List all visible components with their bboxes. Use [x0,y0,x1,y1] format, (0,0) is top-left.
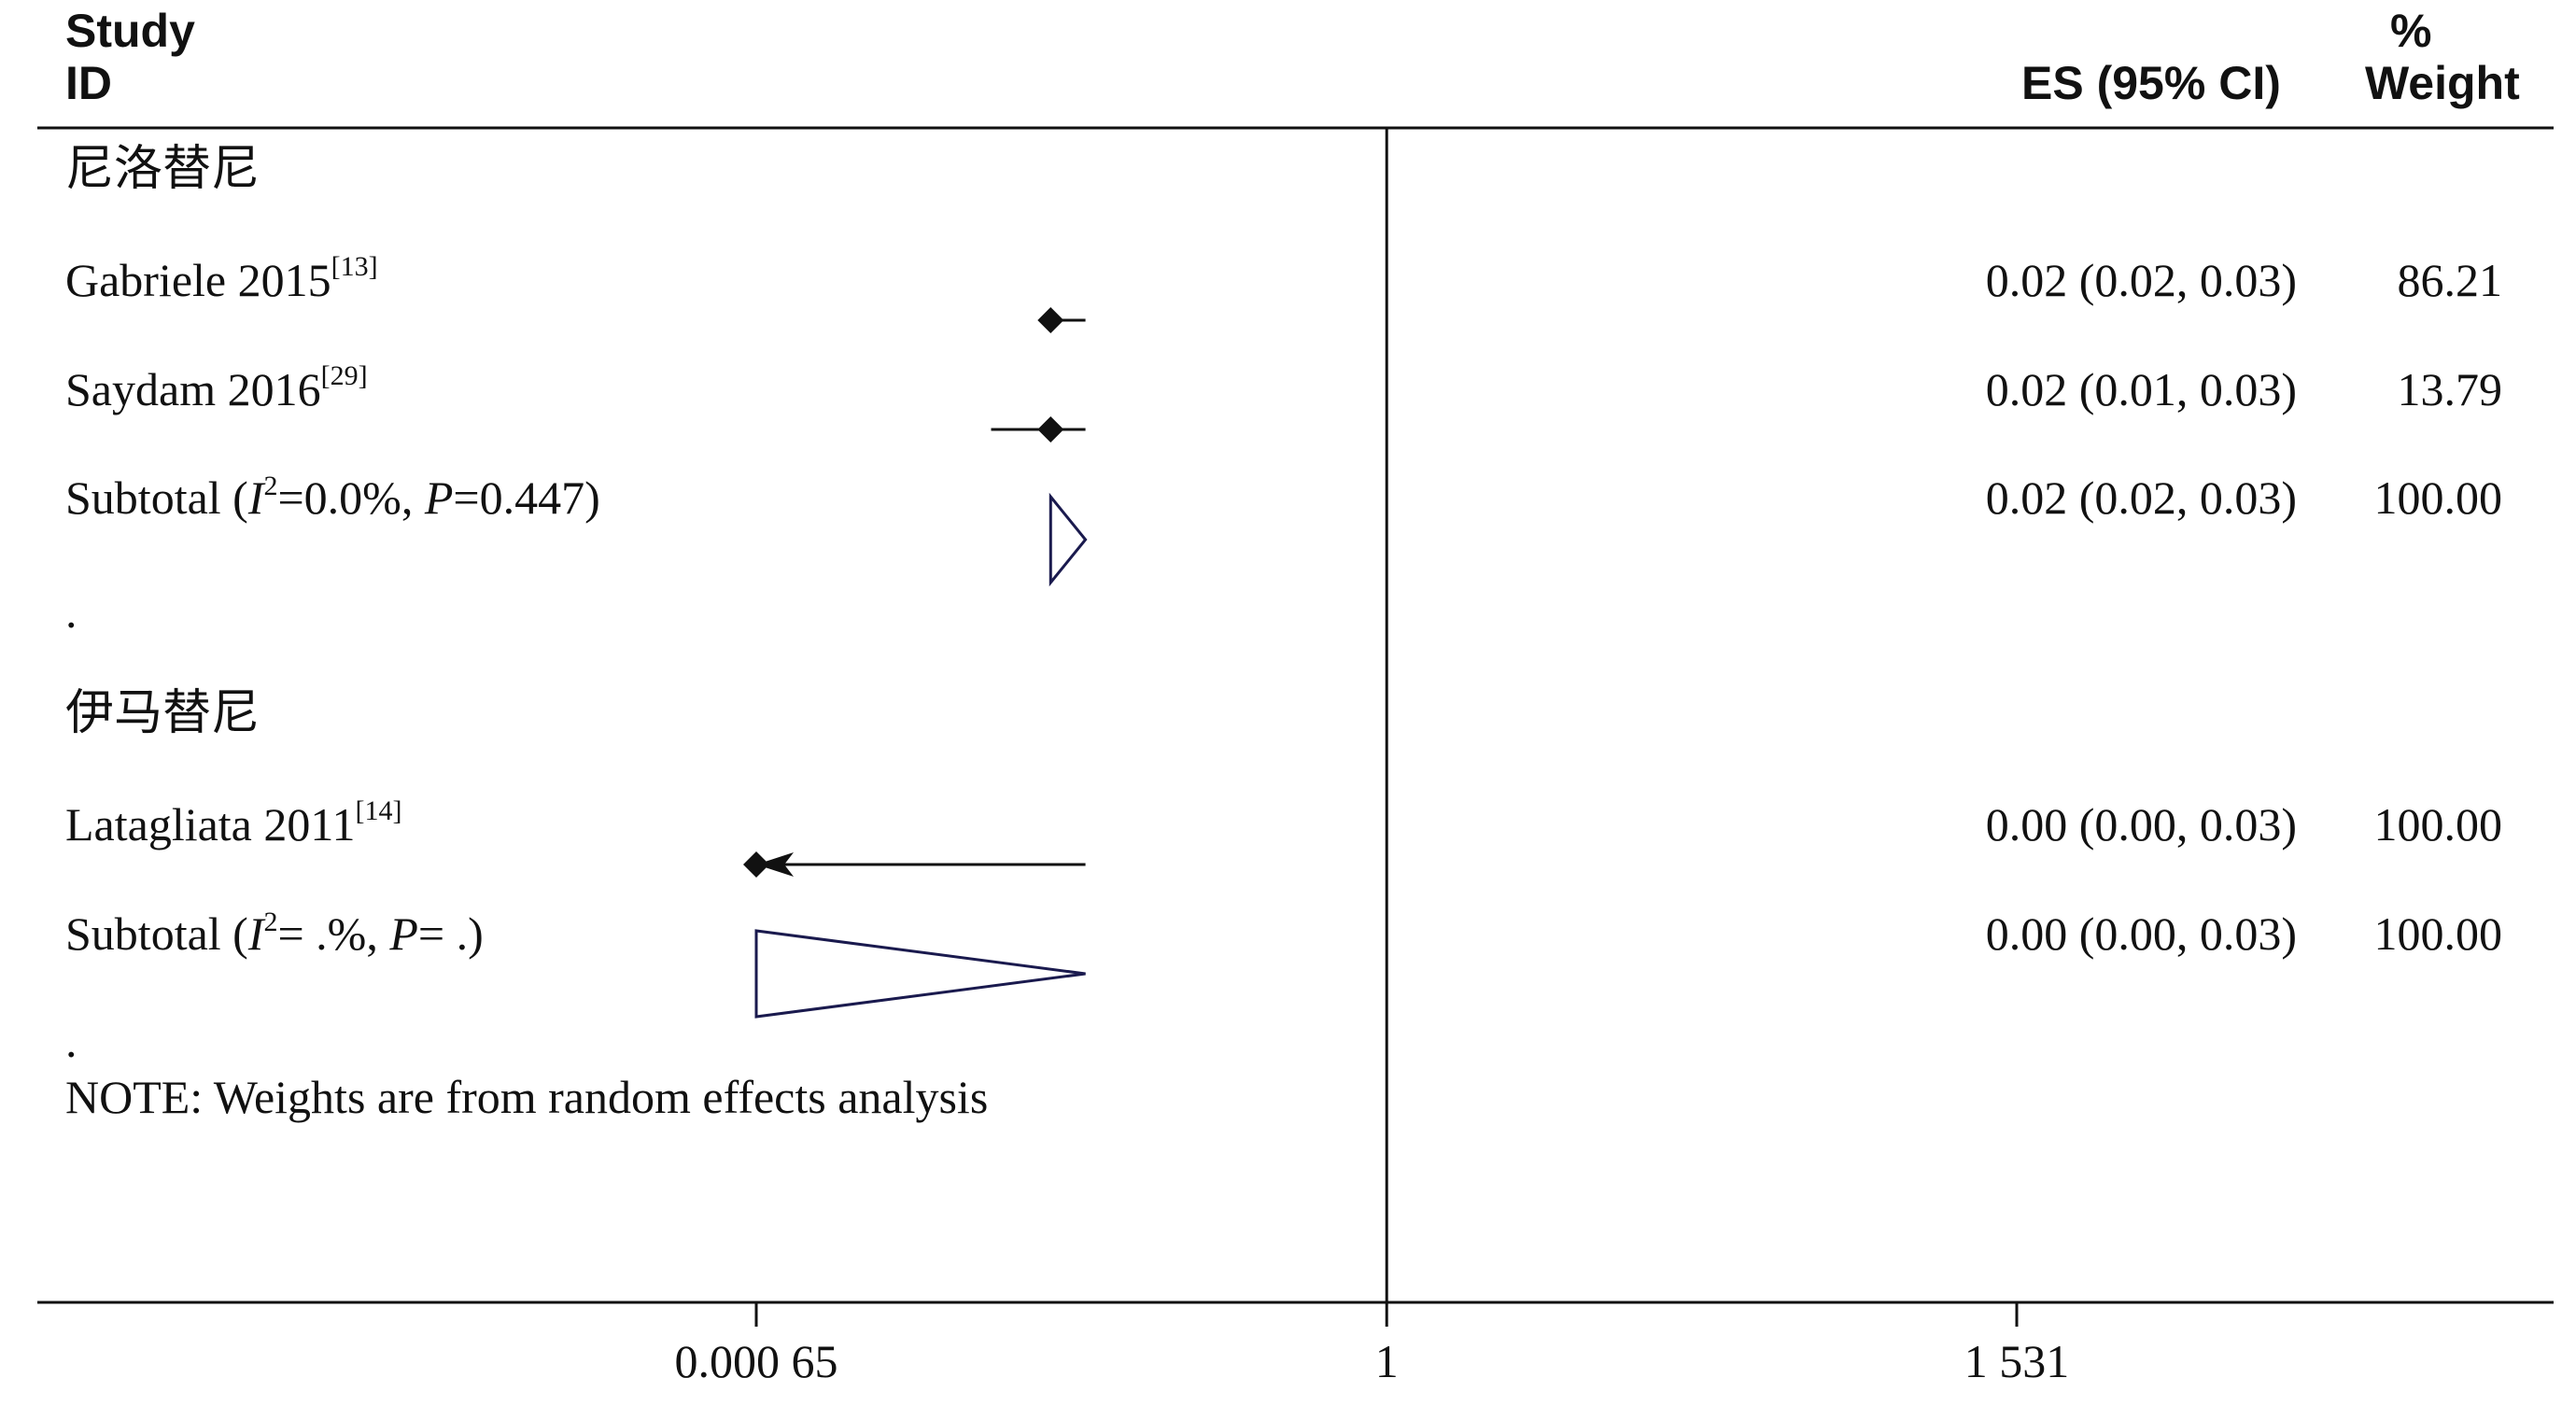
subtotal-sup: 2 [263,907,278,937]
header-weight: Weight [2365,57,2520,109]
group-separator: . [65,1015,77,1067]
subtotal-label: Subtotal (I2= .%, P= .) [65,907,484,960]
x-tick-label: 0.000 65 [675,1335,838,1387]
study-label: Latagliata 2011[14] [65,797,402,851]
header-study: Study [65,5,195,57]
study-es: 0.00 (0.00, 0.03) [1985,798,2297,851]
subtotal-i: I [247,907,264,960]
subtotal-p: P [389,907,418,960]
study-weight: 86.21 [2397,254,2503,306]
subtotal-mid: = .%, [277,907,390,960]
group-separator: . [65,585,77,638]
study-weight: 13.79 [2397,363,2503,415]
subtotal-diamond [1049,492,1088,587]
header-pct: % [2390,5,2432,57]
subtotal-es: 0.02 (0.02, 0.03) [1985,471,2297,524]
subtotal-suffix: = .) [417,907,484,960]
subtotal-i: I [247,471,264,524]
subtotal-weight: 100.00 [2373,907,2503,960]
ci-arrow [756,852,794,877]
subtotal-p: P [424,471,454,524]
x-tick-label: 1 531 [1964,1335,2070,1387]
subtotal-prefix: Subtotal ( [65,471,248,524]
study-label: Gabriele 2015[13] [65,253,378,306]
subtotal-weight: 100.00 [2373,471,2503,524]
x-tick-label: 1 [1375,1335,1399,1387]
study-name: Saydam 2016 [65,363,321,415]
subtotal-sup: 2 [263,471,278,501]
study-weight: 100.00 [2373,798,2503,851]
note: NOTE: Weights are from random effects an… [65,1071,989,1123]
study-ref: [13] [331,251,378,282]
point-estimate [743,851,769,878]
study-es: 0.02 (0.01, 0.03) [1985,363,2297,415]
study-name: Gabriele 2015 [65,254,331,306]
group-label: 尼洛替尼 [65,141,260,197]
subtotal-label: Subtotal (I2=0.0%, P=0.447) [65,471,600,524]
subtotal-prefix: Subtotal ( [65,907,248,960]
header-es: ES (95% CI) [2021,57,2281,109]
subtotal-suffix: =0.447) [453,471,600,524]
group-label: 伊马替尼 [65,685,260,741]
study-ref: [29] [320,360,368,391]
study-ref: [14] [355,795,402,826]
point-estimate [1037,416,1064,443]
header-id: ID [65,57,112,109]
subtotal-mid: =0.0%, [277,471,425,524]
study-es: 0.02 (0.02, 0.03) [1985,254,2297,306]
subtotal-diamond [754,929,1086,1019]
study-label: Saydam 2016[29] [65,362,368,415]
point-estimate [1037,307,1064,333]
study-name: Latagliata 2011 [65,798,356,851]
subtotal-es: 0.00 (0.00, 0.03) [1985,907,2297,960]
